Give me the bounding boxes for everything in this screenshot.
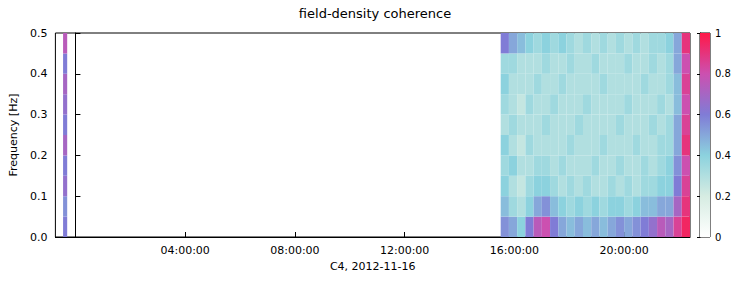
svg-text:1: 1 [715,28,721,39]
svg-text:0.8: 0.8 [715,68,731,79]
svg-text:0.5: 0.5 [30,27,48,40]
svg-text:0.0: 0.0 [30,231,48,244]
svg-text:0.6: 0.6 [715,109,731,120]
svg-text:16:00:00: 16:00:00 [490,244,539,257]
svg-text:0: 0 [715,232,721,243]
svg-text:Frequency [Hz]: Frequency [Hz] [7,94,20,177]
svg-text:20:00:00: 20:00:00 [599,244,648,257]
svg-text:08:00:00: 08:00:00 [270,244,319,257]
svg-text:0.3: 0.3 [30,108,48,121]
svg-text:0.4: 0.4 [715,150,731,161]
svg-text:04:00:00: 04:00:00 [160,244,209,257]
svg-text:0.1: 0.1 [30,190,48,203]
svg-text:0.2: 0.2 [30,149,48,162]
svg-text:field-density coherence: field-density coherence [299,6,451,21]
svg-text:12:00:00: 12:00:00 [380,244,429,257]
svg-text:0.4: 0.4 [30,67,48,80]
svg-text:C4, 2012-11-16: C4, 2012-11-16 [330,260,416,273]
svg-text:0.2: 0.2 [715,191,731,202]
